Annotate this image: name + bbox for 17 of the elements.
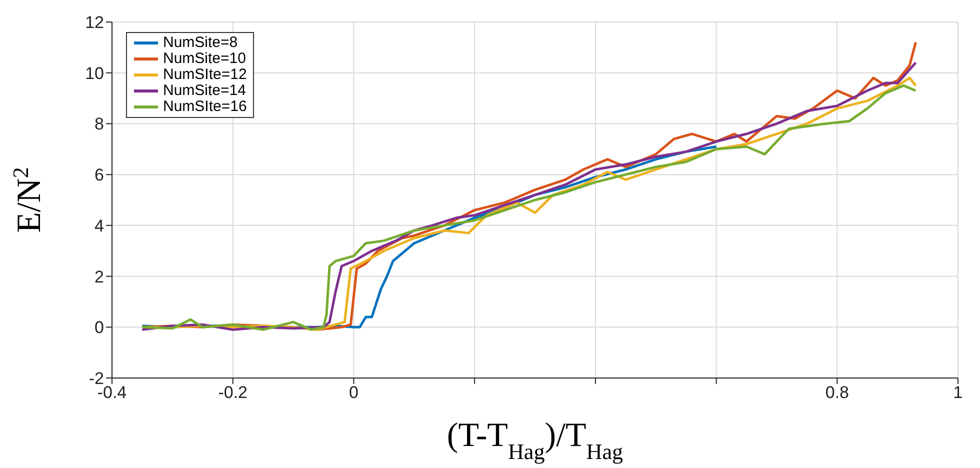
legend-label: NumSite=10 xyxy=(163,50,246,67)
x-tick-label: 1 xyxy=(953,383,963,402)
legend-label: NumSite=14 xyxy=(163,82,246,99)
x-tick-label: 0.8 xyxy=(825,383,849,402)
x-axis-title: (T-T$_{Hag}$)/T$_{Hag}$ xyxy=(446,417,624,464)
x-tick-label: -0.2 xyxy=(218,383,248,402)
y-tick-label: 6 xyxy=(94,166,104,185)
y-tick-label: 0 xyxy=(94,318,104,338)
legend-label: NumSIte=12 xyxy=(163,66,247,83)
y-tick-label: 2 xyxy=(94,267,104,286)
legend-label: NumSIte=16 xyxy=(163,98,247,115)
legend-label: NumSite=8 xyxy=(163,34,238,51)
y-tick-label: 10 xyxy=(85,64,104,83)
y-tick-label: 12 xyxy=(85,13,104,32)
x-tick-label: 0 xyxy=(348,383,358,402)
y-tick-label: 8 xyxy=(94,114,104,134)
y-tick-label: 4 xyxy=(94,216,104,236)
